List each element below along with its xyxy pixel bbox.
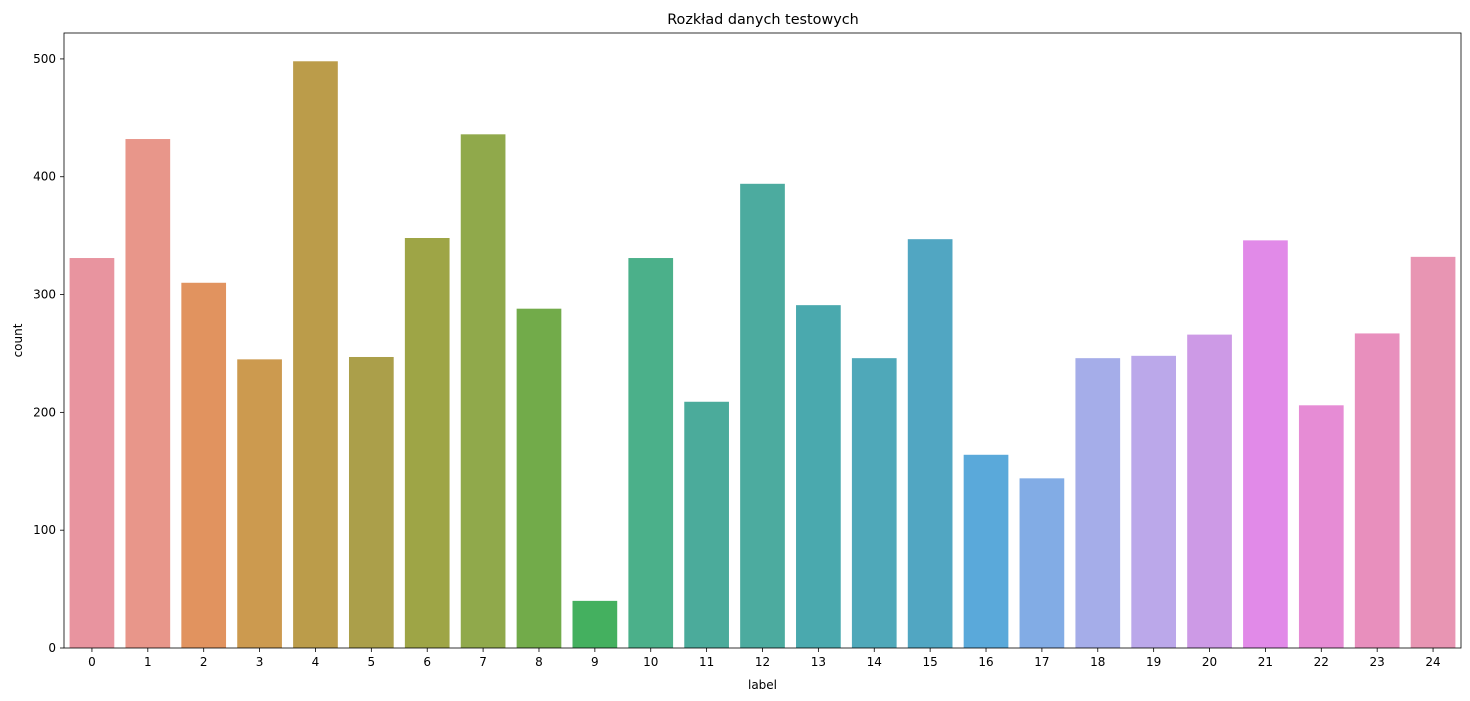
x-axis-label: label — [748, 678, 777, 692]
bar-14 — [851, 358, 897, 648]
bar-22 — [1298, 405, 1344, 648]
x-tick-label: 6 — [423, 655, 431, 669]
x-tick-label: 8 — [535, 655, 543, 669]
x-tick-label: 14 — [867, 655, 882, 669]
x-tick-label: 10 — [643, 655, 658, 669]
x-tick-label: 4 — [312, 655, 320, 669]
bar-11 — [684, 401, 729, 648]
x-tick-label: 11 — [699, 655, 714, 669]
plot-frame — [63, 32, 1462, 649]
bar-17 — [1019, 478, 1065, 648]
bars — [69, 61, 1456, 649]
y-tick-label: 200 — [33, 405, 56, 419]
bar-23 — [1354, 333, 1400, 648]
bar-20 — [1187, 334, 1232, 648]
y-tick-label: 500 — [33, 52, 56, 66]
x-tick-label: 23 — [1370, 655, 1385, 669]
x-tick-label: 16 — [978, 655, 993, 669]
y-tick-label: 0 — [48, 641, 56, 655]
y-axis-label: count — [11, 323, 25, 357]
x-tick-label: 20 — [1202, 655, 1217, 669]
x-tick-label: 2 — [200, 655, 208, 669]
x-tick-label: 13 — [811, 655, 826, 669]
x-tick-label: 7 — [479, 655, 487, 669]
bar-12 — [740, 183, 785, 649]
x-tick-label: 12 — [755, 655, 770, 669]
bar-8 — [516, 308, 562, 648]
x-tick-label: 17 — [1034, 655, 1049, 669]
bar-6 — [404, 238, 450, 648]
bar-19 — [1131, 355, 1177, 648]
bar-9 — [572, 600, 618, 648]
bar-15 — [907, 239, 953, 648]
bar-4 — [293, 61, 338, 648]
bar-5 — [348, 356, 394, 648]
x-tick-label: 18 — [1090, 655, 1105, 669]
x-tick-label: 1 — [144, 655, 152, 669]
y-tick-label: 100 — [33, 523, 56, 537]
bar-24 — [1410, 256, 1456, 648]
x-tick-label: 15 — [922, 655, 937, 669]
y-tick-label: 300 — [33, 288, 56, 302]
x-tick-label: 21 — [1258, 655, 1273, 669]
bar-2 — [181, 282, 227, 648]
bar-21 — [1243, 240, 1288, 649]
bar-1 — [125, 139, 171, 648]
x-tick-label: 5 — [368, 655, 376, 669]
bar-16 — [963, 454, 1009, 648]
bar-0 — [69, 258, 115, 648]
x-tick-label: 24 — [1425, 655, 1440, 669]
y-tick-label: 400 — [33, 170, 56, 184]
x-axis-ticks: 0 1 2 3 4 5 6 7 8 9 10 11 12 13 14 15 16 17 18 19 20 21 22 23 24 — [88, 648, 1441, 669]
x-tick-label: 0 — [88, 655, 96, 669]
y-axis-ticks: 0 100 200 300 400 500 — [33, 52, 64, 655]
bar-3 — [237, 359, 282, 648]
bar-18 — [1075, 358, 1121, 648]
x-tick-label: 9 — [591, 655, 599, 669]
x-tick-label: 3 — [256, 655, 264, 669]
x-tick-label: 22 — [1314, 655, 1329, 669]
x-tick-label: 19 — [1146, 655, 1161, 669]
bar-7 — [460, 134, 506, 648]
bar-13 — [796, 305, 841, 648]
chart-title: Rozkład danych testowych — [667, 12, 859, 28]
bar-10 — [628, 258, 674, 648]
